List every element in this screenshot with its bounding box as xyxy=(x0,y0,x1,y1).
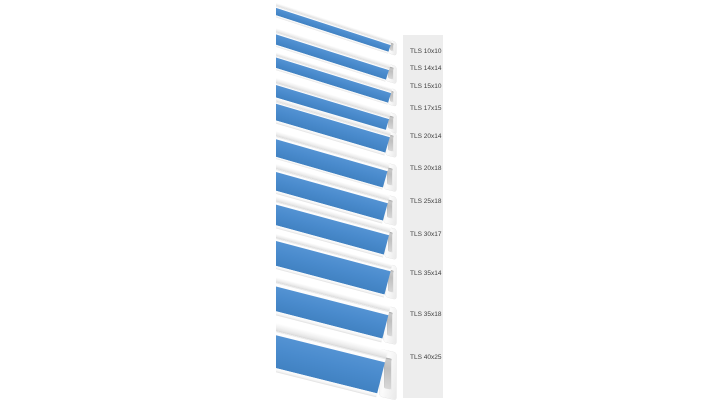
size-label: TLS 14x14 xyxy=(410,65,442,72)
size-label: TLS 35x14 xyxy=(410,270,442,277)
size-label: TLS 17x15 xyxy=(410,105,442,112)
size-label: TLS 20x14 xyxy=(410,133,442,140)
size-label: TLS 20x18 xyxy=(410,165,442,172)
size-label: TLS 15x10 xyxy=(410,83,442,90)
size-label: TLS 35x18 xyxy=(410,311,442,318)
size-label: TLS 40x25 xyxy=(410,354,442,361)
size-label: TLS 30x17 xyxy=(410,231,442,238)
size-label-column: TLS 10x10 TLS 14x14 TLS 15x10 TLS 17x15 TLS … xyxy=(403,35,443,398)
trunking-illustration xyxy=(276,0,402,407)
size-label: TLS 25x18 xyxy=(410,198,442,205)
size-label: TLS 10x10 xyxy=(410,48,442,55)
